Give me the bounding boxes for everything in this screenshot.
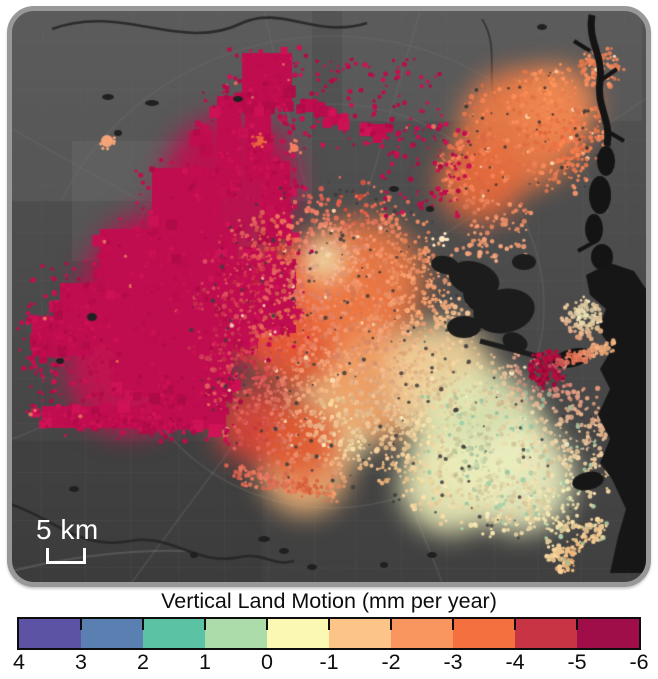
map-panel: 5 km [7, 6, 651, 587]
colorbar-tick [204, 619, 206, 630]
colorbar-tick [452, 619, 454, 630]
colorbar-segment [81, 619, 143, 648]
colorbar-tick [142, 619, 144, 630]
colorbar-segment [577, 619, 639, 648]
colorbar-tick [514, 619, 516, 630]
colorbar-tick-label: 3 [75, 650, 87, 674]
colorbar-tick-label: -2 [381, 650, 401, 674]
colorbar-tick-label: 1 [199, 650, 211, 674]
colorbar [17, 617, 641, 650]
colorbar-segment [143, 619, 205, 648]
colorbar-tick-label: 2 [137, 650, 149, 674]
subsidence-map [12, 11, 646, 582]
scale-bar: 5 km [36, 516, 99, 564]
colorbar-segment [391, 619, 453, 648]
colorbar-segment [19, 619, 81, 648]
colorbar-tick-label: -4 [505, 650, 525, 674]
colorbar-tick-label: 4 [13, 650, 25, 674]
colorbar-tick-label: 0 [261, 650, 273, 674]
colorbar-segment [267, 619, 329, 648]
colorbar-tick [390, 619, 392, 630]
colorbar-tick [576, 619, 578, 630]
colorbar-tick-label: -3 [443, 650, 463, 674]
colorbar-segment [329, 619, 391, 648]
colorbar-segment [205, 619, 267, 648]
colorbar-tick [80, 619, 82, 630]
colorbar-tick-label: -1 [319, 650, 339, 674]
scale-bar-label: 5 km [36, 514, 99, 545]
colorbar-tick [266, 619, 268, 630]
legend-title: Vertical Land Motion (mm per year) [161, 589, 497, 613]
scale-bar-bracket [46, 548, 86, 564]
colorbar-tick [328, 619, 330, 630]
colorbar-segment [515, 619, 577, 648]
colorbar-tick-label: -5 [567, 650, 587, 674]
colorbar-segment [453, 619, 515, 648]
colorbar-tick-label: -6 [629, 650, 649, 674]
